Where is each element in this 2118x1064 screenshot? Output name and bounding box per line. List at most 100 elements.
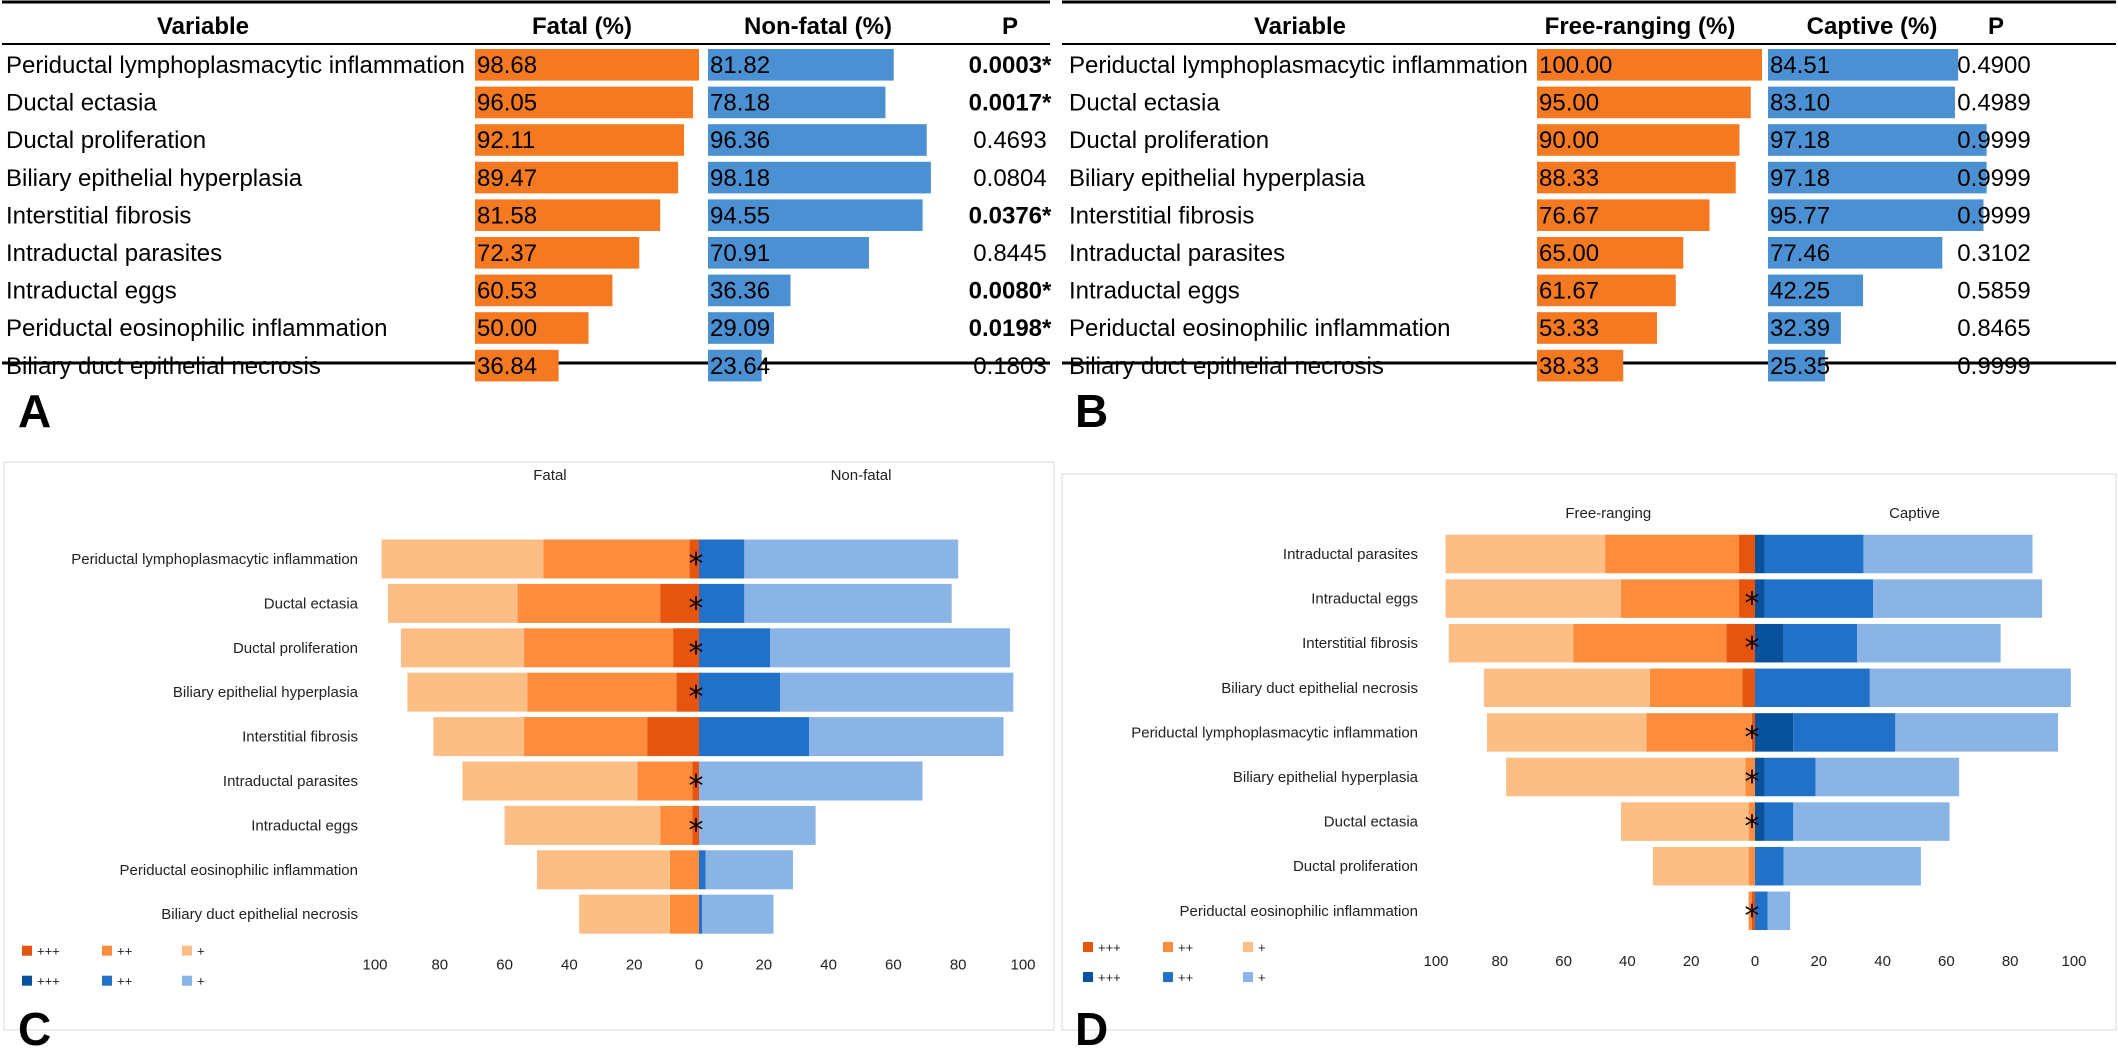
legend-swatch-left <box>182 945 192 956</box>
legend-label-left: + <box>197 944 205 959</box>
bar-right-s1 <box>1857 623 2001 663</box>
legend-swatch-right <box>182 975 192 986</box>
legend-swatch-left <box>22 945 32 956</box>
bar-left-s2 <box>1621 579 1740 618</box>
bar-group-a <box>475 237 640 269</box>
bar-group-a <box>1537 237 1684 269</box>
bar-left-s3 <box>1751 891 1755 931</box>
legend-swatch-left <box>1163 942 1173 953</box>
bar-left-s3 <box>1751 713 1755 752</box>
legend-label-left: ++ <box>117 944 132 959</box>
panel-label-d: D <box>1075 1003 1109 1055</box>
bar-right-s1 <box>702 894 774 934</box>
bar-label-b: 70.91 <box>710 240 770 267</box>
bar-right-s2 <box>699 583 745 623</box>
legend-label-right: ++ <box>117 974 132 989</box>
significance-asterisk: * <box>1745 810 1760 845</box>
category-label: Periductal lymphoplasmacytic inflammatio… <box>71 551 358 568</box>
bar-right-s3 <box>1755 534 1765 574</box>
bar-label-b: 32.39 <box>1770 315 1830 342</box>
bar-left-s2 <box>669 894 699 934</box>
bar-left-s2 <box>1573 623 1727 663</box>
table-variable: Ductal proliferation <box>1069 127 1269 154</box>
table-A: Variable Fatal (%) Non-fatal (%) P Periducta… <box>2 0 1052 382</box>
bar-left-s2 <box>527 672 677 712</box>
p-value: 0.0017* <box>969 90 1052 117</box>
category-label: Ductal ectasia <box>1324 814 1419 831</box>
p-value: 0.0080* <box>969 278 1052 305</box>
table-header: Non-fatal (%) <box>744 13 892 40</box>
p-value: 0.0804 <box>973 165 1046 192</box>
bar-group-a <box>475 274 613 307</box>
bar-label-b: 97.18 <box>1770 165 1830 192</box>
table-variable: Ductal proliferation <box>6 127 206 154</box>
x-tick-label: 40 <box>1874 953 1891 970</box>
bar-right-s2 <box>1755 891 1768 931</box>
bar-group-a <box>475 86 694 119</box>
bar-group-b <box>1768 274 1864 307</box>
bar-label-a: 65.00 <box>1539 240 1599 267</box>
bar-label-b: 95.77 <box>1770 202 1830 229</box>
bar-label-a: 90.00 <box>1539 127 1599 154</box>
bar-left-s1 <box>1448 623 1574 663</box>
table-variable: Periductal eosinophilic inflammation <box>1069 315 1451 342</box>
chart-C: Fatal Non-fatal Periductal lymphoplasmacyt… <box>3 461 1055 1031</box>
significance-asterisk: * <box>689 813 704 848</box>
p-value: 0.9999 <box>1957 127 2030 154</box>
table-variable: Intraductal eggs <box>1069 278 1240 305</box>
bar-left-s2 <box>1649 668 1743 708</box>
bar-left-s2 <box>637 761 693 801</box>
x-tick-label: 100 <box>1010 957 1035 974</box>
bar-right-s1 <box>744 539 959 579</box>
p-value: 0.8465 <box>1957 315 2030 342</box>
bar-left-s2 <box>1748 891 1752 931</box>
table-variable: Interstitial fibrosis <box>6 202 191 229</box>
x-tick-label: 20 <box>1683 953 1700 970</box>
bar-left-s2 <box>1646 713 1752 752</box>
x-tick-label: 60 <box>496 957 513 974</box>
table-header: P <box>1988 13 2004 40</box>
bar-left-s2 <box>660 805 693 845</box>
x-tick-label: 0 <box>695 957 703 974</box>
bar-group-b <box>708 237 869 269</box>
x-tick-label: 100 <box>362 957 387 974</box>
bar-right-s2 <box>699 850 706 890</box>
bar-label-b: 42.25 <box>1770 278 1830 305</box>
bar-left-s3 <box>673 628 699 668</box>
bar-group-b <box>1768 124 1987 156</box>
bar-left-s2 <box>669 850 699 890</box>
bar-group-a <box>1537 86 1751 119</box>
bar-left-s1 <box>381 539 544 579</box>
bar-label-a: 96.05 <box>477 90 537 117</box>
legend-label-left: +++ <box>1098 940 1121 955</box>
bar-left-s1 <box>1445 579 1622 618</box>
legend-swatch-right <box>1083 972 1093 983</box>
legend-label-right: +++ <box>1098 970 1121 985</box>
legend-swatch-left <box>1243 942 1253 953</box>
x-tick-label: 60 <box>1555 953 1572 970</box>
x-tick-label: 20 <box>626 957 643 974</box>
significance-asterisk: * <box>689 591 704 626</box>
bar-label-b: 23.64 <box>710 353 770 380</box>
table-header: Variable <box>1254 13 1346 40</box>
bar-left-s3 <box>1726 623 1755 663</box>
bar-right-s3 <box>1755 623 1784 663</box>
bar-group-b <box>1768 237 1943 269</box>
bar-left-s1 <box>1483 668 1650 708</box>
table-variable: Periductal lymphoplasmacytic inflammatio… <box>1069 52 1528 79</box>
bar-right-s1 <box>1863 534 2033 574</box>
bar-right-s1 <box>744 583 952 623</box>
bar-group-a <box>1537 161 1736 194</box>
group-label-right: Non-fatal <box>831 467 892 484</box>
legend-label-left: + <box>1258 940 1266 955</box>
bar-group-b <box>708 349 762 382</box>
table-variable: Periductal eosinophilic inflammation <box>6 315 388 342</box>
bar-label-a: 38.33 <box>1539 353 1599 380</box>
bar-label-a: 76.67 <box>1539 202 1599 229</box>
bar-left-s1 <box>1652 846 1749 886</box>
table-variable: Intraductal parasites <box>6 240 222 267</box>
bar-left-s3 <box>692 805 699 845</box>
category-label: Intraductal parasites <box>1283 546 1418 563</box>
bar-label-b: 94.55 <box>710 202 770 229</box>
bar-right-s1 <box>699 761 923 801</box>
